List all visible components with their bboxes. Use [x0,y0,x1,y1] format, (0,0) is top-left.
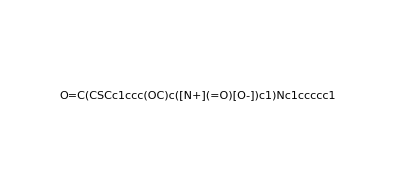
Text: O=C(CSCc1ccc(OC)c([N+](=O)[O-])c1)Nc1ccccc1: O=C(CSCc1ccc(OC)c([N+](=O)[O-])c1)Nc1ccc… [59,91,336,100]
